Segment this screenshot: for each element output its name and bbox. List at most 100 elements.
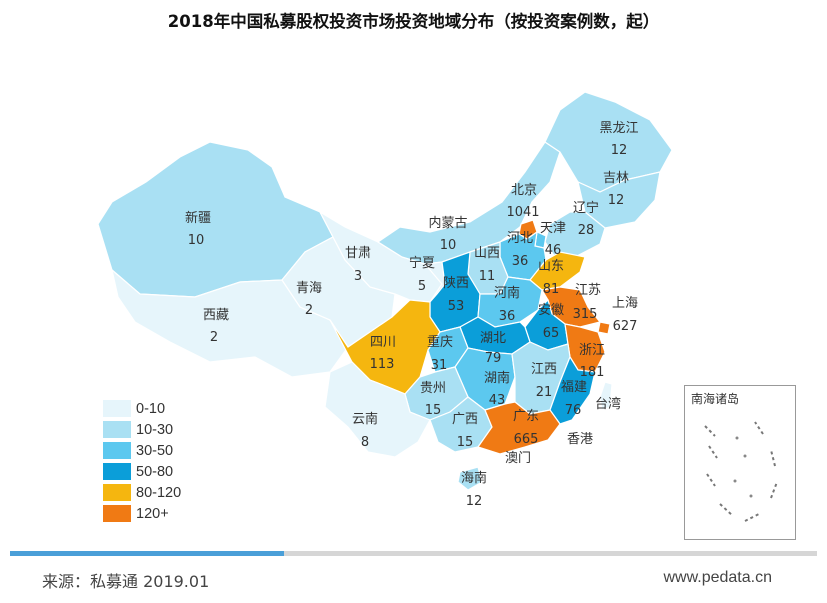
label-hainan: 海南 bbox=[461, 470, 487, 486]
value-xinjiang: 10 bbox=[188, 233, 205, 248]
label-guangxi: 广西 bbox=[452, 412, 478, 427]
province-labels: 新疆 10 西藏 2 青海 2 甘肃 3 内蒙古 10 黑龙江 12 吉林 12… bbox=[185, 121, 639, 509]
legend-swatch bbox=[103, 505, 131, 522]
label-shanghai: 上海 bbox=[612, 296, 638, 311]
region-liaoning[interactable] bbox=[544, 211, 606, 258]
region-xizang[interactable] bbox=[111, 268, 349, 378]
value-sichuan: 113 bbox=[370, 357, 395, 372]
label-ningxia: 宁夏 bbox=[409, 255, 435, 271]
label-jiangsu: 江苏 bbox=[575, 282, 601, 298]
label-taiwan: 台湾 bbox=[595, 396, 621, 412]
label-aomen: 澳门 bbox=[505, 450, 531, 466]
label-xianggang: 香港 bbox=[567, 432, 593, 447]
region-fujian[interactable] bbox=[549, 355, 596, 425]
value-beijing: 1041 bbox=[506, 205, 539, 220]
label-anhui: 安徽 bbox=[538, 303, 564, 318]
legend-swatch bbox=[103, 463, 131, 480]
label-xinjiang: 新疆 bbox=[185, 210, 211, 226]
value-anhui: 65 bbox=[543, 326, 560, 341]
legend-item: 10-30 bbox=[103, 419, 181, 440]
label-neimenggu: 内蒙古 bbox=[428, 215, 467, 231]
legend-label: 30-50 bbox=[136, 442, 174, 459]
value-tianjin: 46 bbox=[545, 243, 562, 258]
value-shanxi: 11 bbox=[479, 269, 496, 284]
legend: 0-10 10-30 30-50 50-80 80-120 120+ bbox=[103, 398, 181, 524]
label-shandong: 山东 bbox=[538, 259, 564, 274]
legend-label: 80-120 bbox=[136, 484, 182, 501]
legend-swatch bbox=[103, 442, 131, 459]
value-zhejiang: 181 bbox=[580, 365, 605, 380]
value-liaoning: 28 bbox=[578, 223, 595, 238]
legend-item: 80-120 bbox=[103, 482, 181, 503]
progress-bar bbox=[10, 551, 817, 556]
value-jiangxi: 21 bbox=[536, 385, 553, 400]
label-shaanxi: 陕西 bbox=[443, 276, 469, 291]
label-liaoning: 辽宁 bbox=[573, 200, 599, 216]
label-beijing: 北京 bbox=[511, 183, 537, 198]
label-hunan: 湖南 bbox=[484, 370, 510, 386]
china-map: 新疆 10 西藏 2 青海 2 甘肃 3 内蒙古 10 黑龙江 12 吉林 12… bbox=[0, 32, 827, 550]
value-fujian: 76 bbox=[565, 403, 582, 418]
legend-swatch bbox=[103, 484, 131, 501]
legend-item: 0-10 bbox=[103, 398, 181, 419]
label-gansu: 甘肃 bbox=[345, 246, 371, 261]
label-zhejiang: 浙江 bbox=[579, 343, 605, 358]
legend-item: 30-50 bbox=[103, 440, 181, 461]
value-ningxia: 5 bbox=[418, 279, 426, 294]
region-heilongjiang[interactable] bbox=[544, 91, 673, 193]
value-shanghai: 627 bbox=[613, 319, 638, 334]
label-fujian: 福建 bbox=[561, 380, 587, 395]
value-hubei: 79 bbox=[485, 351, 502, 366]
website-text: www.pedata.cn bbox=[663, 569, 772, 586]
label-tianjin: 天津 bbox=[540, 221, 566, 236]
legend-label: 0-10 bbox=[136, 400, 166, 417]
value-chongqing: 31 bbox=[431, 358, 448, 373]
value-jiangsu: 315 bbox=[573, 307, 598, 322]
legend-swatch bbox=[103, 421, 131, 438]
value-shandong: 81 bbox=[543, 282, 560, 297]
label-hebei: 河北 bbox=[507, 231, 533, 246]
label-chongqing: 重庆 bbox=[427, 334, 453, 350]
label-xizang: 西藏 bbox=[203, 308, 229, 323]
value-heilongjiang: 12 bbox=[611, 143, 628, 158]
value-neimenggu: 10 bbox=[440, 238, 457, 253]
map-svg: 新疆 10 西藏 2 青海 2 甘肃 3 内蒙古 10 黑龙江 12 吉林 12… bbox=[97, 91, 673, 509]
label-yunnan: 云南 bbox=[352, 411, 378, 427]
legend-item: 120+ bbox=[103, 503, 181, 524]
value-guangdong: 665 bbox=[514, 432, 539, 447]
region-hainan[interactable] bbox=[457, 466, 483, 491]
value-jilin: 12 bbox=[608, 193, 625, 208]
legend-label: 120+ bbox=[136, 505, 169, 522]
value-qinghai: 2 bbox=[305, 303, 313, 318]
value-hainan: 12 bbox=[466, 494, 483, 509]
region-taiwan[interactable] bbox=[599, 381, 613, 411]
value-shaanxi: 53 bbox=[448, 299, 465, 314]
region-shanghai[interactable] bbox=[597, 321, 611, 335]
inset-title: 南海诸岛 bbox=[691, 392, 740, 406]
region-guangdong[interactable] bbox=[477, 401, 561, 455]
label-henan: 河南 bbox=[494, 285, 520, 301]
label-heilongjiang: 黑龙江 bbox=[599, 121, 638, 136]
label-shanxi: 山西 bbox=[474, 246, 500, 261]
label-jilin: 吉林 bbox=[603, 171, 629, 186]
source-text: 来源：私募通 2019.01 bbox=[42, 572, 210, 591]
legend-swatch bbox=[103, 400, 131, 417]
value-gansu: 3 bbox=[354, 269, 362, 284]
value-hunan: 43 bbox=[489, 393, 506, 408]
legend-label: 10-30 bbox=[136, 421, 174, 438]
label-guizhou: 贵州 bbox=[420, 381, 446, 396]
label-guangdong: 广东 bbox=[513, 409, 539, 424]
south-china-sea-inset: 南海诸岛 bbox=[684, 385, 796, 540]
value-xizang: 2 bbox=[210, 330, 218, 345]
value-guizhou: 15 bbox=[425, 403, 442, 418]
value-yunnan: 8 bbox=[361, 435, 369, 450]
legend-item: 50-80 bbox=[103, 461, 181, 482]
label-sichuan: 四川 bbox=[370, 335, 396, 350]
progress-bar-fill bbox=[10, 551, 285, 556]
value-henan: 36 bbox=[499, 309, 516, 324]
legend-label: 50-80 bbox=[136, 463, 174, 480]
inset-map bbox=[704, 421, 778, 522]
label-jiangxi: 江西 bbox=[531, 362, 557, 377]
value-guangxi: 15 bbox=[457, 435, 474, 450]
label-hubei: 湖北 bbox=[480, 331, 506, 346]
